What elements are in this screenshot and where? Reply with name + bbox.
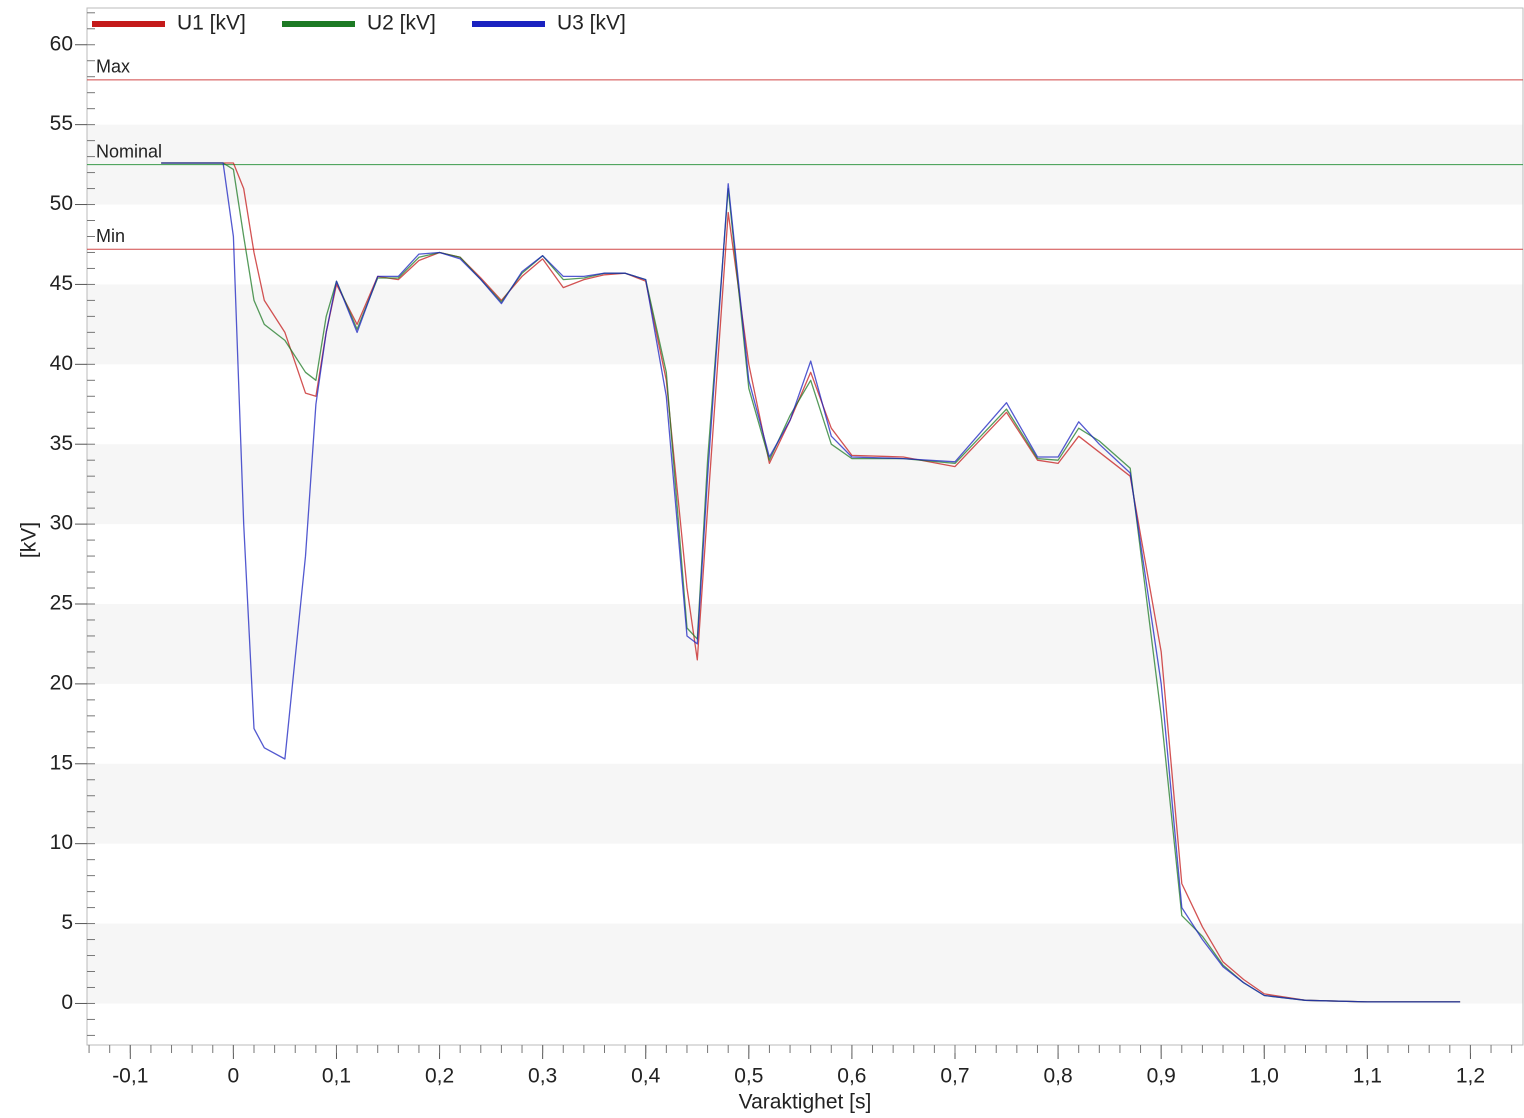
reference-label: Min	[96, 226, 125, 246]
legend-label: U3 [kV]	[557, 12, 626, 35]
y-tick-label: 25	[50, 592, 73, 615]
x-tick-label: 0,6	[837, 1065, 866, 1088]
x-tick-label: 0,2	[425, 1065, 454, 1088]
background-band	[87, 923, 1523, 1004]
y-axis-label: [kV]	[18, 522, 41, 558]
x-tick-label: 1,0	[1250, 1065, 1279, 1088]
legend-label: U2 [kV]	[367, 12, 436, 35]
y-tick-label: 45	[50, 272, 73, 295]
y-tick-label: 60	[50, 32, 73, 55]
x-axis-label: Varaktighet [s]	[739, 1091, 872, 1114]
x-tick-label: 0,3	[528, 1065, 557, 1088]
x-tick-label: 0,8	[1043, 1065, 1072, 1088]
x-tick-label: 1,1	[1353, 1065, 1382, 1088]
x-tick-label: 0,7	[940, 1065, 969, 1088]
y-tick-label: 10	[50, 831, 73, 854]
y-tick-label: 55	[50, 112, 73, 135]
x-tick-label: -0,1	[112, 1065, 148, 1088]
background-band	[87, 763, 1523, 844]
legend-label: U1 [kV]	[177, 12, 246, 35]
x-tick-label: 0,5	[734, 1065, 763, 1088]
x-tick-label: 0,9	[1147, 1065, 1176, 1088]
reference-label: Nominal	[96, 141, 162, 161]
y-tick-label: 5	[61, 911, 73, 934]
series-line	[161, 162, 1461, 1003]
y-tick-label: 20	[50, 671, 73, 694]
x-tick-label: 0,1	[322, 1065, 351, 1088]
y-tick-label: 50	[50, 192, 73, 215]
y-tick-label: 0	[61, 991, 73, 1014]
background-band	[87, 603, 1523, 684]
y-tick-label: 15	[50, 751, 73, 774]
y-tick-label: 35	[50, 432, 73, 455]
background-band	[87, 284, 1523, 365]
plot-area	[86, 7, 1524, 1046]
x-tick-label: 1,2	[1456, 1065, 1485, 1088]
x-tick-label: 0,4	[631, 1065, 661, 1088]
reference-label: Max	[96, 57, 130, 77]
x-tick-label: 0	[228, 1065, 240, 1088]
y-tick-label: 30	[50, 512, 73, 535]
y-tick-label: 40	[50, 352, 73, 375]
background-band	[87, 444, 1523, 525]
